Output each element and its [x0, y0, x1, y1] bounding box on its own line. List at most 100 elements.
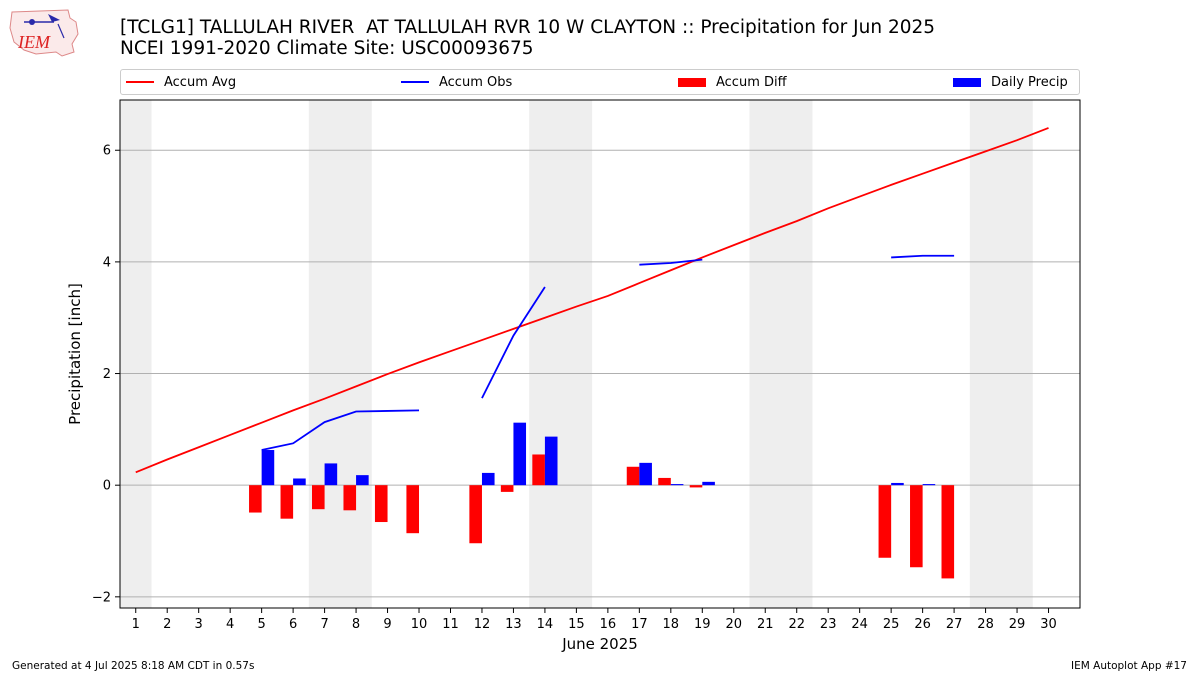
- accum-diff-bar: [469, 485, 482, 544]
- x-tick-label: 22: [788, 617, 805, 632]
- app-label: IEM Autoplot App #17: [1071, 660, 1187, 672]
- daily-precip-bar: [261, 450, 275, 486]
- daily-precip-bar: [324, 463, 338, 486]
- y-tick-label: 6: [103, 144, 111, 159]
- plot-frame: [119, 99, 1081, 609]
- weekend-shade: [529, 100, 593, 608]
- accum-avg-line: [135, 127, 1049, 474]
- daily-precip-bar: [922, 484, 936, 486]
- x-tick-label: 10: [411, 617, 428, 632]
- lines: [135, 127, 1049, 474]
- legend-label-daily-precip: Daily Precip: [991, 74, 1068, 90]
- x-tick-label: 24: [851, 617, 868, 632]
- daily-precip-bar: [544, 436, 558, 486]
- accum-diff-bar: [374, 485, 388, 523]
- bars: [249, 422, 955, 579]
- x-tick-label: 11: [442, 617, 459, 632]
- logo-text: IEM: [17, 32, 51, 52]
- accum-diff-bar: [910, 485, 923, 568]
- daily-precip-bar: [513, 422, 527, 486]
- accum-diff-bar: [312, 485, 325, 510]
- x-tick-label: 7: [320, 617, 328, 632]
- x-tick-label: 15: [568, 617, 585, 632]
- weekend-shade: [749, 100, 813, 608]
- y-tick-label: 2: [103, 367, 111, 382]
- iem-logo: IEM: [9, 9, 79, 57]
- accum-diff-bar: [626, 466, 640, 486]
- x-tick-label: 27: [946, 617, 963, 632]
- weekend-shade: [308, 100, 372, 608]
- x-tick-label: 16: [600, 617, 617, 632]
- weekend-shade: [969, 100, 1033, 608]
- y-axis-ticks: −2 0 2 4 6: [92, 144, 120, 605]
- legend-swatch-daily-precip: [953, 77, 981, 87]
- accum-obs-line: [261, 409, 420, 451]
- weekend-shading: [120, 100, 1033, 608]
- x-tick-label: 23: [820, 617, 837, 632]
- x-tick-label: 19: [694, 617, 711, 632]
- accum-diff-bar: [689, 485, 703, 488]
- legend-swatch-accum-obs: [401, 81, 429, 83]
- y-tick-label: −2: [92, 590, 111, 605]
- legend-item-accum-obs: Accum Obs: [401, 70, 512, 94]
- gridlines: [120, 149, 1080, 598]
- x-tick-label: 2: [163, 617, 171, 632]
- chart-title: [TCLG1] TALLULAH RIVER AT TALLULAH RVR 1…: [120, 17, 935, 59]
- x-tick-label: 8: [352, 617, 360, 632]
- accum-obs-line: [481, 286, 546, 399]
- x-tick-label: 28: [977, 617, 994, 632]
- daily-precip-bar: [639, 462, 652, 486]
- accum-diff-bar: [878, 485, 892, 558]
- daily-precip-bar: [702, 481, 715, 486]
- daily-precip-bar: [356, 475, 369, 486]
- x-tick-label: 26: [914, 617, 931, 632]
- x-axis-label: June 2025: [561, 635, 638, 653]
- accum-diff-bar: [658, 477, 671, 486]
- x-tick-label: 29: [1009, 617, 1026, 632]
- x-tick-label: 9: [383, 617, 391, 632]
- daily-precip-bar: [293, 478, 306, 486]
- legend-swatch-accum-avg: [126, 81, 154, 83]
- legend-label-accum-obs: Accum Obs: [439, 74, 513, 90]
- accum-diff-bar: [941, 485, 955, 579]
- accum-diff-bar: [249, 485, 262, 513]
- generated-timestamp: Generated at 4 Jul 2025 8:18 AM CDT in 0…: [12, 660, 255, 672]
- y-tick-label: 0: [103, 479, 111, 494]
- accum-obs-line: [891, 254, 955, 259]
- title-line-1: [TCLG1] TALLULAH RIVER AT TALLULAH RVR 1…: [120, 17, 936, 38]
- legend-item-daily-precip: Daily Precip: [953, 70, 1068, 94]
- weekend-shade: [120, 100, 152, 608]
- accum-diff-bar: [500, 485, 514, 492]
- accum-diff-bar: [343, 485, 357, 511]
- accum-diff-bar: [280, 485, 294, 519]
- accum-diff-bar: [406, 485, 420, 534]
- x-tick-label: 1: [132, 617, 140, 632]
- x-tick-label: 20: [725, 617, 742, 632]
- daily-precip-bar: [670, 484, 684, 486]
- daily-precip-bar: [481, 472, 495, 486]
- x-tick-label: 14: [537, 617, 554, 632]
- x-tick-label: 18: [663, 617, 680, 632]
- accum-obs-line: [639, 258, 703, 266]
- daily-precip-bar: [891, 482, 904, 486]
- legend-item-accum-avg: Accum Avg: [126, 70, 236, 94]
- y-axis-label: Precipitation [inch]: [66, 283, 84, 425]
- x-tick-label: 3: [195, 617, 203, 632]
- legend-label-accum-diff: Accum Diff: [716, 74, 787, 90]
- x-tick-label: 12: [474, 617, 491, 632]
- x-tick-label: 30: [1040, 617, 1057, 632]
- x-tick-label: 25: [883, 617, 900, 632]
- x-tick-label: 5: [257, 617, 265, 632]
- x-tick-label: 4: [226, 617, 234, 632]
- y-tick-label: 4: [103, 255, 111, 270]
- x-tick-label: 21: [757, 617, 774, 632]
- legend-label-accum-avg: Accum Avg: [164, 74, 237, 90]
- title-line-2: NCEI 1991-2020 Climate Site: USC00093675: [120, 38, 534, 59]
- legend-item-accum-diff: Accum Diff: [678, 70, 787, 94]
- legend: Accum Avg Accum Obs Accum Diff Daily Pre…: [120, 69, 1080, 95]
- x-axis-ticks: 1 2 3 4 5 6 7 8 9 10 11 12 13 14 15 16 17 18 19 20 21 22 23 24 2…: [132, 608, 1057, 632]
- x-tick-label: 13: [505, 617, 522, 632]
- x-tick-label: 17: [631, 617, 648, 632]
- x-tick-label: 6: [289, 617, 297, 632]
